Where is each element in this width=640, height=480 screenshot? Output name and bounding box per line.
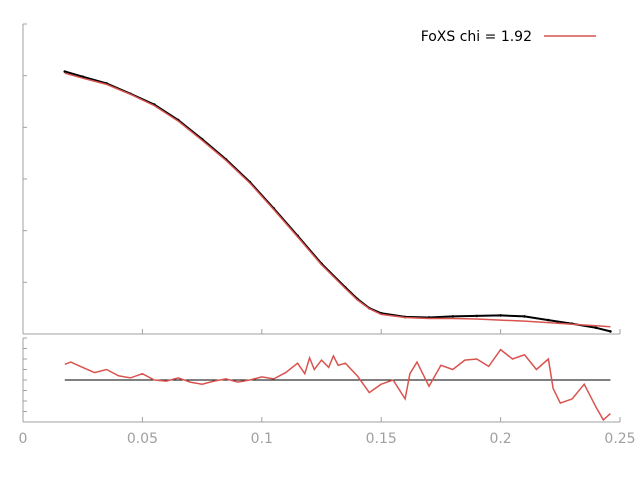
experimental-point bbox=[594, 326, 598, 330]
series-group bbox=[63, 70, 612, 422]
x-tick-labels: 0 0.05 0.1 0.15 0.2 0.25 bbox=[19, 431, 636, 447]
experimental-point bbox=[523, 315, 526, 318]
x-tick-label: 0.15 bbox=[366, 431, 397, 447]
experimental-curve bbox=[64, 70, 611, 333]
x-tick-label: 0.25 bbox=[604, 431, 635, 447]
experimental-point bbox=[547, 318, 550, 322]
fit-curve bbox=[64, 72, 611, 328]
legend-label: FoXS chi = 1.92 bbox=[421, 29, 532, 45]
residual-curve bbox=[64, 348, 611, 422]
legend: FoXS chi = 1.92 bbox=[421, 29, 596, 45]
x-tick-label: 0.2 bbox=[489, 431, 511, 447]
experimental-point bbox=[451, 315, 455, 318]
x-tick-label: 0 bbox=[19, 431, 28, 447]
experimental-point bbox=[609, 330, 612, 333]
experimental-point bbox=[475, 314, 479, 318]
experimental-point bbox=[499, 314, 502, 317]
x-tick-label: 0.05 bbox=[127, 431, 158, 447]
tick-marks bbox=[22, 23, 621, 423]
x-tick-label: 0.1 bbox=[251, 431, 273, 447]
experimental-point bbox=[63, 70, 67, 73]
